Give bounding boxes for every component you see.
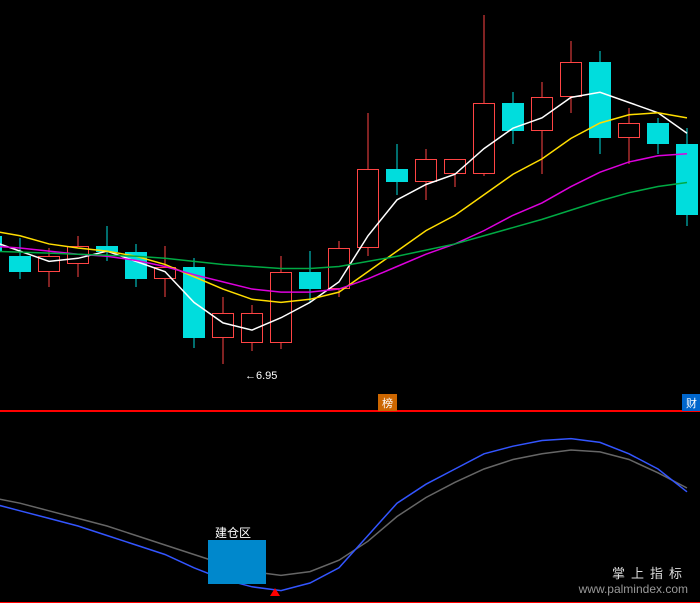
chart-marker-cai: 财 [682,394,700,412]
entry-zone-label: 建仓区 [215,524,251,541]
low-price-label: ←6.95 [245,370,277,382]
entry-zone-box [208,540,266,584]
signal-arrow-icon [270,588,280,596]
watermark-url: www.palmindex.com [579,582,688,596]
watermark: 掌上指标 www.palmindex.com [579,563,688,596]
watermark-title: 掌上指标 [579,563,688,582]
candlestick-chart: ←6.95 榜 财 [0,0,700,411]
chart-marker-bang: 榜 [378,394,397,412]
ma-white [0,92,687,330]
indicator-panel: 建仓区 掌上指标 www.palmindex.com [0,411,700,603]
